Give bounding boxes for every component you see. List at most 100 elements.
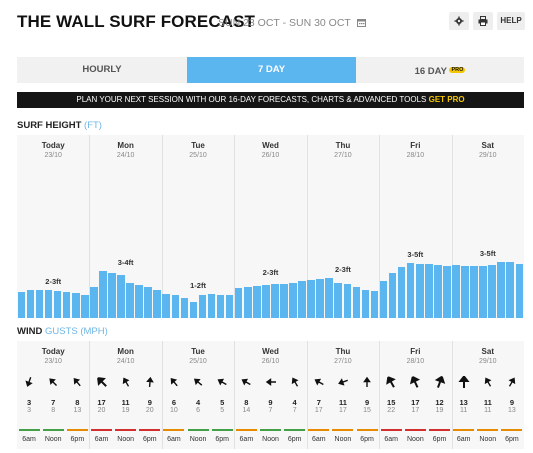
wind-rating-bar — [308, 429, 330, 431]
day-divider — [162, 341, 163, 449]
day-divider — [89, 135, 90, 318]
day-header: Thu 27/10 — [307, 135, 379, 159]
time-label: 6am — [167, 436, 181, 443]
surf-bar — [343, 283, 352, 318]
wind-rating-bar — [163, 429, 185, 431]
print-button[interactable] — [473, 12, 493, 30]
wind-gust: 17 — [411, 407, 420, 414]
surf-bar — [479, 266, 487, 318]
wind-rating-bar — [66, 429, 88, 431]
tab-16-day-label: 16 DAY — [414, 66, 447, 77]
wind-speed: 13 — [459, 398, 468, 407]
wind-gust: 19 — [435, 407, 444, 414]
wind-cell: 8 14 — [236, 398, 256, 414]
surf-title-label: SURF HEIGHT — [17, 120, 82, 131]
day-name: Sat — [481, 141, 494, 150]
wind-speed: 7 — [316, 398, 321, 407]
surf-bar — [397, 267, 406, 318]
wind-gust: 14 — [242, 407, 251, 414]
get-pro-link[interactable]: GET PRO — [428, 95, 465, 104]
wind-speed: 4 — [292, 398, 297, 407]
surf-bar — [470, 265, 478, 318]
wind-title-label: WIND — [17, 326, 43, 337]
day-date: 29/10 — [479, 152, 497, 159]
wind-direction-arrow-icon — [241, 378, 252, 386]
wind-gust: 15 — [363, 407, 371, 414]
day-date: 28/10 — [406, 358, 425, 365]
surf-bar — [234, 288, 243, 318]
wind-direction-arrow-icon — [96, 376, 107, 387]
wind-speed: 9 — [509, 398, 514, 407]
wind-rating-bar — [259, 429, 282, 431]
wind-gust: 3 — [27, 407, 32, 414]
time-label: Noon — [334, 436, 352, 443]
promo-banner[interactable]: PLAN YOUR NEXT SESSION WITH OUR 16-DAY F… — [17, 92, 524, 108]
wind-gust: 20 — [145, 407, 154, 414]
surf-bar — [225, 295, 234, 318]
time-label: 6am — [239, 436, 254, 443]
day-header: Tue 25/10 — [162, 341, 234, 365]
page-header: THE WALL SURF FORECAST SUN 23 OCT - SUN … — [17, 10, 527, 36]
day-divider — [234, 135, 235, 318]
surf-bar — [406, 262, 415, 318]
day-name: Today — [41, 141, 65, 150]
day-date: 24/10 — [116, 152, 135, 159]
wind-direction-arrow-icon — [291, 377, 299, 387]
time-label: Noon — [262, 436, 279, 443]
day-divider — [234, 341, 235, 449]
surf-bar — [35, 290, 44, 318]
tab-hourly[interactable]: HOURLY — [17, 57, 187, 83]
wind-direction-arrow-icon — [410, 375, 421, 388]
time-label: 6pm — [432, 436, 447, 443]
wind-speed: 15 — [387, 398, 396, 407]
day-date: 27/10 — [334, 152, 352, 159]
wind-rating-bar — [332, 429, 354, 431]
surf-bar — [334, 283, 343, 318]
wind-speed: 8 — [244, 398, 249, 407]
surf-bar — [379, 281, 388, 318]
wind-rating-bar — [284, 429, 306, 431]
wind-cell: 11 19 — [116, 398, 136, 414]
wind-gust: 17 — [314, 407, 323, 414]
date-range[interactable]: SUN 23 OCT - SUN 30 OCT — [218, 17, 366, 29]
wind-rating-bar — [380, 429, 402, 431]
wind-gust: 13 — [508, 407, 516, 414]
calendar-icon[interactable] — [356, 18, 366, 27]
settings-button[interactable] — [449, 12, 469, 30]
day-date: 23/10 — [44, 358, 62, 365]
tab-16-day[interactable]: 16 DAY PRO — [356, 57, 524, 83]
day-date: 23/10 — [44, 152, 62, 159]
wind-gust: 6 — [196, 407, 201, 414]
surf-bar — [117, 275, 125, 318]
wind-gust: 7 — [292, 407, 297, 414]
time-label: 6pm — [70, 436, 85, 443]
day-header: Tue 25/10 — [162, 135, 234, 159]
wind-direction-arrow-icon — [458, 376, 470, 388]
time-label: 6pm — [505, 436, 519, 443]
wind-rating-bar — [501, 429, 523, 431]
wind-rating-bar — [139, 429, 161, 431]
time-label: Noon — [189, 436, 207, 443]
surf-range-label: 3-5ft — [479, 249, 496, 258]
wind-direction-arrow-icon — [434, 375, 445, 388]
surf-bar — [488, 264, 496, 318]
help-button[interactable]: HELP — [497, 12, 525, 30]
surf-bar — [497, 262, 506, 318]
forecast-tabs: HOURLY 7 DAY 16 DAY PRO — [17, 57, 524, 83]
time-label: 6am — [22, 436, 36, 443]
time-label: 6am — [384, 436, 399, 443]
wind-rating-bar — [235, 429, 257, 431]
surf-bar — [515, 263, 524, 318]
wind-direction-arrow-icon — [338, 378, 348, 386]
wind-speed: 4 — [195, 398, 201, 407]
surf-bar — [307, 279, 315, 318]
wind-gust: 7 — [268, 407, 273, 414]
surf-bar — [144, 287, 152, 318]
wind-cell: 6 10 — [164, 398, 184, 414]
wind-unit-label: (MPH) — [80, 326, 108, 337]
tab-7-day[interactable]: 7 DAY — [187, 57, 356, 83]
wind-gust: 10 — [170, 407, 178, 414]
wind-direction-arrow-icon — [386, 375, 397, 388]
